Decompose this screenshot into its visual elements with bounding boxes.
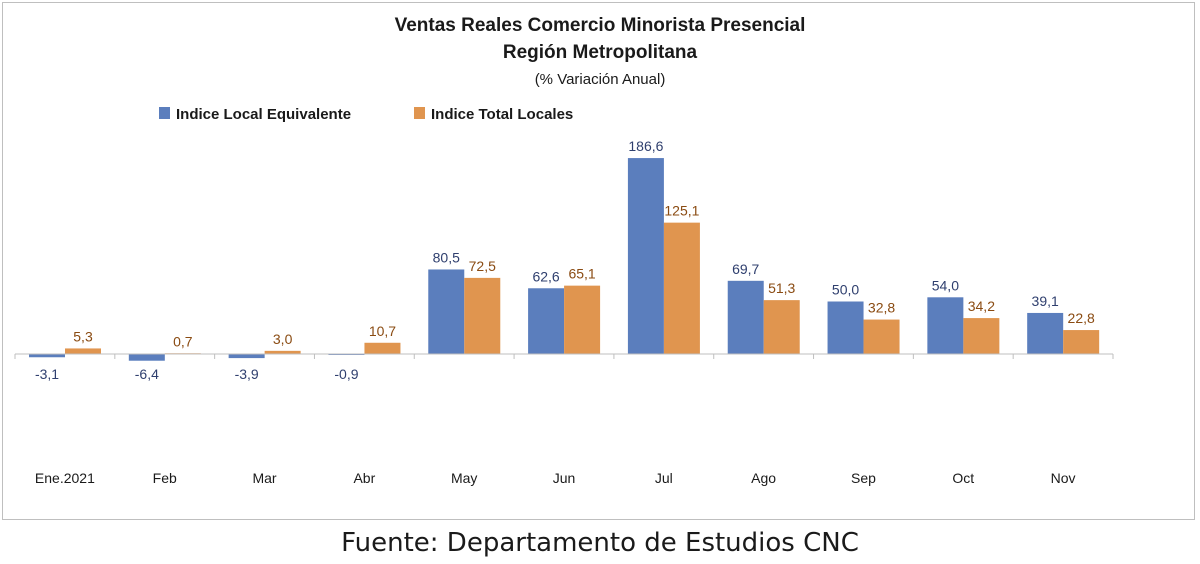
chart-title: Ventas Reales Comercio Minorista Presenc…: [395, 15, 806, 36]
chart-frame: [2, 2, 1195, 520]
plot-area: -3,1 5,3 Ene.2021 -6,4 0,7 Feb -3,9 3,0 Mar -0,9 1…: [14, 138, 1114, 486]
x-tick-label-3: Abr: [353, 470, 375, 486]
data-label-total-8: 32,8: [868, 300, 895, 316]
data-label-total-3: 10,7: [369, 323, 396, 339]
bar-total-6: [663, 222, 700, 354]
bar-local-7: [727, 280, 764, 354]
data-label-total-7: 51,3: [768, 280, 795, 296]
data-label-local-10: 39,1: [1032, 293, 1059, 309]
data-label-total-2: 3,0: [273, 331, 293, 347]
data-label-local-1: -6,4: [135, 366, 159, 382]
bar-local-5: [528, 288, 565, 354]
bar-total-0: [65, 348, 101, 354]
bar-local-8: [827, 301, 864, 354]
data-label-total-10: 22,8: [1068, 310, 1095, 326]
bar-total-5: [564, 285, 601, 354]
data-label-local-4: 80,5: [433, 249, 460, 265]
bar-total-4: [464, 277, 501, 354]
data-label-local-7: 69,7: [732, 261, 759, 277]
data-label-local-8: 50,0: [832, 282, 859, 298]
data-label-total-1: 0,7: [173, 333, 193, 349]
x-tick-label-9: Oct: [952, 470, 974, 486]
data-label-total-6: 125,1: [664, 203, 699, 219]
chart-subtitle-units: (% Variación Anual): [535, 71, 666, 88]
bar-total-10: [1063, 330, 1100, 354]
bar-local-2: [228, 354, 265, 359]
legend-label-local: Indice Local Equivalente: [176, 106, 351, 123]
source-note: Fuente: Departamento de Estudios CNC: [341, 528, 859, 558]
chart-subtitle: Región Metropolitana: [503, 42, 698, 63]
data-label-local-0: -3,1: [35, 366, 59, 382]
bar-local-6: [627, 158, 664, 354]
bar-total-8: [863, 319, 900, 354]
bar-total-9: [963, 318, 1000, 354]
data-label-total-5: 65,1: [568, 266, 595, 282]
x-tick-label-7: Ago: [751, 470, 776, 486]
bar-local-9: [927, 297, 964, 354]
data-label-local-2: -3,9: [235, 366, 259, 382]
bar-local-1: [128, 354, 165, 361]
legend-swatch-total: [414, 107, 425, 119]
data-label-total-9: 34,2: [968, 298, 995, 314]
bar-local-10: [1027, 312, 1064, 354]
x-tick-label-6: Jul: [655, 470, 673, 486]
x-tick-label-2: Mar: [252, 470, 276, 486]
bar-local-0: [29, 354, 65, 358]
data-label-local-5: 62,6: [532, 268, 559, 284]
x-tick-label-10: Nov: [1051, 470, 1076, 486]
x-tick-label-0: Ene.2021: [35, 470, 95, 486]
x-tick-label-4: May: [451, 470, 477, 486]
x-tick-label-1: Feb: [153, 470, 177, 486]
bar-total-3: [364, 342, 401, 354]
legend-label-total: Indice Total Locales: [431, 106, 573, 123]
bar-local-4: [428, 269, 465, 354]
bar-total-7: [763, 300, 800, 354]
legend: Indice Local Equivalente Indice Total Lo…: [159, 106, 573, 123]
x-tick-label-5: Jun: [553, 470, 576, 486]
data-label-local-3: -0,9: [334, 366, 358, 382]
data-label-total-0: 5,3: [73, 328, 93, 344]
legend-swatch-local: [159, 107, 170, 119]
data-label-local-6: 186,6: [628, 138, 663, 154]
bar-total-2: [264, 350, 301, 354]
x-tick-label-8: Sep: [851, 470, 876, 486]
data-label-local-9: 54,0: [932, 277, 959, 293]
chart: Ventas Reales Comercio Minorista Presenc…: [14, 15, 1114, 486]
data-label-total-4: 72,5: [469, 258, 496, 274]
